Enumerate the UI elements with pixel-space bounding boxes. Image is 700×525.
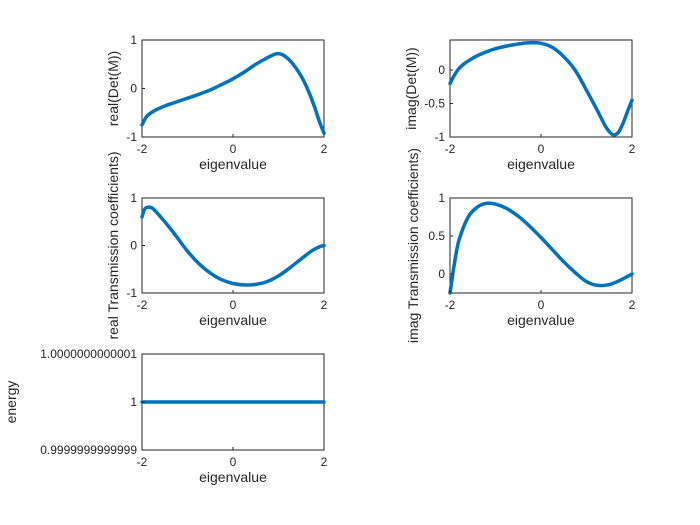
axes-frame xyxy=(141,39,325,138)
y-tick-label: 1 xyxy=(130,191,137,205)
y-axis-label: imag Transmission coefficients) xyxy=(405,148,421,343)
subplot-energy: -2 0 2 0.9999999999999 1 1.0000000000001 eige… xyxy=(3,347,328,485)
x-tick-label: 0 xyxy=(230,142,237,156)
x-tick-label: 0 xyxy=(538,298,545,312)
x-tick-label: 2 xyxy=(321,142,328,156)
subplot-imag-det: -2 0 2 -1 -0.5 0 eigenvalue imag(Det(M)) xyxy=(403,39,636,172)
x-tick-label: -2 xyxy=(445,298,456,312)
y-tick-label: 1.0000000000001 xyxy=(40,347,137,361)
x-tick-label: 2 xyxy=(629,142,636,156)
ticks: -2 0 2 0.9999999999999 1 1.0000000000001 xyxy=(40,347,327,469)
y-axis-label: real(Det(M)) xyxy=(105,51,121,126)
x-tick-label: 2 xyxy=(321,455,328,469)
ticks: -2 0 2 -1 0 1 xyxy=(126,191,327,312)
y-axis-label: real Transmission coefficients) xyxy=(105,151,121,339)
series-line xyxy=(140,51,326,135)
ticks: -2 0 2 -1 -0.5 0 xyxy=(424,63,635,156)
x-tick-label: 2 xyxy=(321,298,328,312)
x-axis-label: eigenvalue xyxy=(199,469,267,485)
x-tick-label: 0 xyxy=(230,455,237,469)
x-axis-label: eigenvalue xyxy=(199,312,267,328)
x-tick-label: -2 xyxy=(445,142,456,156)
y-tick-label: 1 xyxy=(130,33,137,47)
y-tick-label: 1 xyxy=(130,395,137,409)
y-tick-label: 0.9999999999999 xyxy=(40,443,137,457)
y-tick-label: 1 xyxy=(438,191,445,205)
x-tick-label: 0 xyxy=(230,298,237,312)
x-tick-label: -2 xyxy=(137,455,148,469)
y-tick-label: -0.5 xyxy=(424,97,445,111)
axes-frame xyxy=(449,197,633,294)
subplot-real-transmission: -2 0 2 -1 0 1 eigenvalue real Transmission co… xyxy=(105,151,328,339)
series-line xyxy=(448,201,634,295)
subplot-real-det: -2 0 2 -1 0 1 eigenvalue real(Det(M)) xyxy=(105,33,328,172)
x-tick-label: -2 xyxy=(137,142,148,156)
x-axis-label: eigenvalue xyxy=(507,156,575,172)
axes-frame xyxy=(141,197,325,294)
subplot-imag-transmission: -2 0 2 0 0.5 1 eigenvalue imag Transmission c… xyxy=(405,148,636,343)
y-axis-label: energy xyxy=(3,381,19,424)
series-line xyxy=(140,205,326,287)
x-tick-label: 0 xyxy=(538,142,545,156)
ticks: -2 0 2 -1 0 1 xyxy=(126,33,327,156)
y-tick-label: -1 xyxy=(126,130,137,144)
y-tick-label: 0 xyxy=(438,267,445,281)
y-axis-label: imag(Det(M)) xyxy=(403,47,419,129)
y-tick-label: 0 xyxy=(438,63,445,77)
y-tick-label: 0 xyxy=(130,82,137,96)
series-line xyxy=(448,40,634,137)
x-tick-label: 2 xyxy=(629,298,636,312)
y-tick-label: -1 xyxy=(126,286,137,300)
y-tick-label: -1 xyxy=(434,130,445,144)
x-axis-label: eigenvalue xyxy=(199,156,267,172)
x-tick-label: -2 xyxy=(137,298,148,312)
ticks: -2 0 2 0 0.5 1 xyxy=(428,191,635,312)
y-tick-label: 0 xyxy=(130,239,137,253)
x-axis-label: eigenvalue xyxy=(507,312,575,328)
y-tick-label: 0.5 xyxy=(428,229,445,243)
